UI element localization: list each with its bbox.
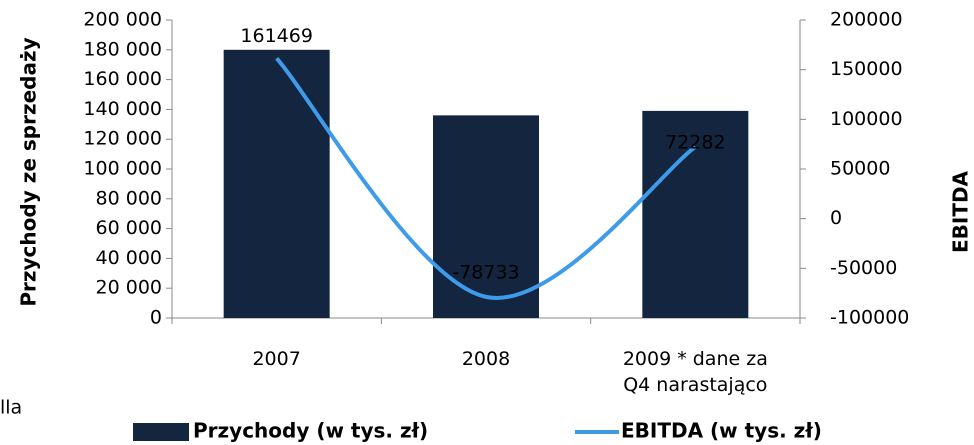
- y2-tick-label: 150000: [830, 58, 903, 80]
- y-tick-label: 60 000: [96, 217, 162, 239]
- legend-swatch: [133, 423, 189, 441]
- annotation: lla: [0, 397, 22, 419]
- y2-tick-label: -50000: [830, 257, 897, 279]
- bar: [433, 115, 539, 318]
- data-label: -78733: [452, 261, 519, 283]
- y-tick-label: 40 000: [96, 247, 162, 269]
- x-tick-label: 2007: [252, 348, 301, 370]
- bar: [223, 49, 330, 319]
- y-tick-label: 200 000: [83, 9, 162, 31]
- y-tick-label: 140 000: [83, 98, 162, 120]
- data-label: 161469: [240, 25, 313, 47]
- line: [275, 56, 697, 300]
- y-tick-label: 160 000: [83, 68, 162, 90]
- x-tick-label: 2008: [461, 348, 511, 370]
- y-tick-label: 20 000: [96, 277, 162, 299]
- legend-label: Przychody (w tys. zł): [193, 419, 428, 443]
- legend-label: EBITDA (w tys. zł): [621, 419, 822, 443]
- data-label: 72282: [665, 131, 725, 153]
- y2-tick-label: 200000: [830, 9, 903, 31]
- y2-axis-title: EBITDA: [949, 170, 973, 253]
- y2-tick-label: 0: [830, 207, 842, 229]
- y-tick-label: 0: [150, 307, 162, 329]
- y-tick-label: 80 000: [96, 187, 162, 209]
- bar: [642, 110, 749, 318]
- x-tick-label: 2009 * dane za Q4 narastająco: [622, 348, 768, 396]
- y-tick-label: 120 000: [83, 128, 162, 150]
- y-axis-title: Przychody ze sprzedaży: [17, 37, 41, 306]
- y-tick-label: 180 000: [83, 38, 162, 60]
- y2-tick-label: -100000: [830, 307, 909, 329]
- y2-tick-label: 50000: [830, 158, 890, 180]
- y-tick-label: 100 000: [83, 158, 162, 180]
- y2-tick-label: 100000: [830, 108, 903, 130]
